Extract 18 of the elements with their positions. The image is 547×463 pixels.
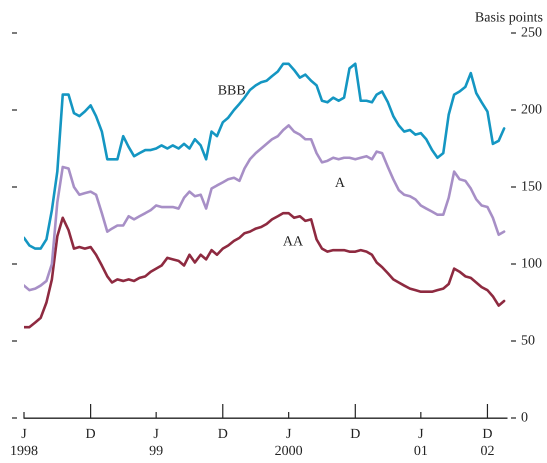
y-tick-label: 0: [521, 410, 528, 426]
x-tick-label: D: [218, 427, 228, 442]
y-tick-label: 100: [521, 256, 542, 272]
x-tick-label: J 1998: [10, 427, 38, 459]
series-label: A: [334, 176, 346, 191]
y-tick-label: 50: [521, 334, 535, 349]
y-tick-label: 150: [521, 180, 542, 195]
series-label: AA: [282, 234, 304, 250]
x-tick-label: D: [350, 427, 360, 442]
y-axis-title: Basis points: [474, 10, 543, 26]
y-tick-label: 250: [521, 26, 542, 41]
x-tick-label: J 01: [414, 427, 428, 459]
series-label: BBB: [218, 83, 246, 98]
x-tick-label: J 2000: [274, 427, 303, 459]
y-tick-label: 200: [521, 102, 542, 118]
x-tick-label: J 99: [149, 427, 164, 459]
x-tick-label: D: [86, 427, 96, 442]
x-tick-label: D 02: [480, 427, 494, 459]
